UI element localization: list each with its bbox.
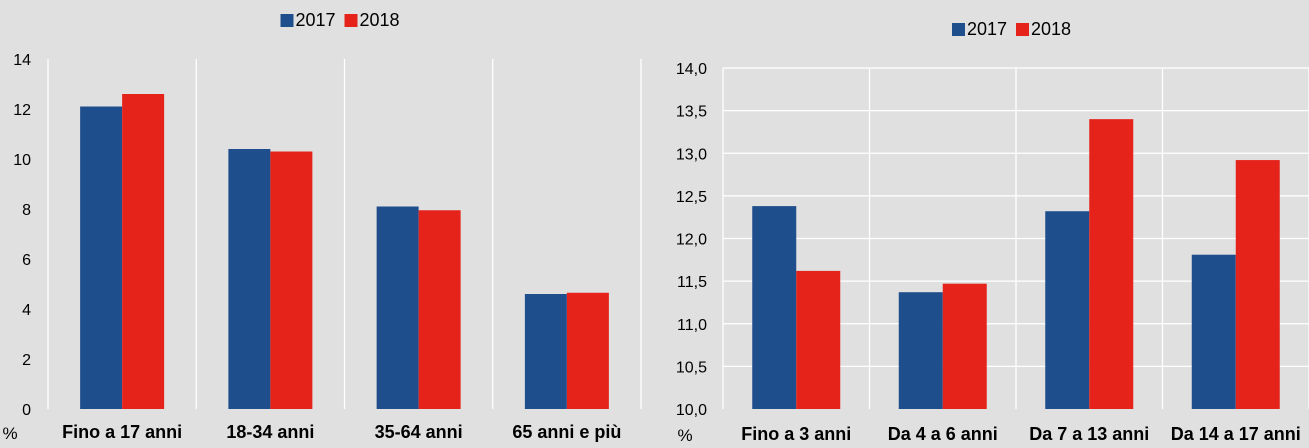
unit-label: %	[677, 426, 692, 445]
bar-2017	[228, 149, 271, 409]
legend-label: 2017	[967, 19, 1007, 39]
category-label: Da 7 a 13 anni	[1029, 424, 1149, 444]
chart-1: 0 2 4 6 8 10 12 14 Fino a 17 anni 18-34 anni 35-64…	[2, 10, 642, 443]
bar-2017	[376, 206, 419, 409]
legend-swatch	[280, 14, 294, 27]
bar-2017	[524, 294, 567, 409]
y-tick-label: 10,0	[676, 402, 707, 419]
bar-2017	[80, 106, 123, 409]
y-tick-label: 12,0	[676, 232, 707, 249]
bar-2018	[566, 292, 609, 409]
y-tick-label: 11,0	[677, 317, 707, 334]
legend-label: 2018	[360, 10, 400, 30]
legend: 2017 2018	[952, 19, 1071, 39]
y-tick-label: 13,5	[676, 104, 707, 121]
legend: 2017 2018	[280, 10, 400, 30]
y-tick-label: 12	[13, 102, 31, 119]
bar-2018	[1235, 160, 1280, 409]
category-label: Fino a 3 anni	[741, 424, 851, 444]
bar-2017	[1191, 254, 1236, 409]
bar-2018	[270, 151, 313, 409]
y-tick-label: 2	[22, 352, 31, 369]
category-label: 18-34 anni	[226, 422, 314, 442]
category-label: 65 anni e più	[512, 422, 621, 442]
y-tick-label: 14	[13, 52, 31, 69]
legend-swatch	[344, 14, 358, 27]
y-tick-label: 6	[22, 252, 31, 269]
bar-2017	[752, 206, 797, 409]
unit-label: %	[2, 424, 17, 443]
category-label: Da 4 a 6 anni	[888, 424, 998, 444]
bar-2018	[1089, 119, 1134, 410]
y-tick-label: 0	[22, 402, 31, 419]
y-tick-label: 13,0	[676, 146, 707, 163]
y-tick-label: 4	[22, 302, 31, 319]
y-tick-label: 11,5	[677, 274, 707, 291]
y-tick-label: 10	[13, 152, 31, 169]
bar-2018	[122, 94, 165, 409]
legend-label: 2018	[1031, 19, 1071, 39]
y-tick-label: 8	[22, 202, 31, 219]
category-label: 35-64 anni	[375, 422, 463, 442]
chart-2: 10,0 10,5 11,0 11,5 12,0 12,5 13,0 13,5 14,0 Fino…	[676, 19, 1309, 445]
category-label: Fino a 17 anni	[62, 422, 182, 442]
bar-2018	[796, 270, 841, 409]
bar-2018	[418, 210, 461, 409]
y-tick-label: 10,5	[676, 359, 707, 376]
category-label: Da 14 a 17 anni	[1171, 424, 1301, 444]
legend-swatch	[1016, 23, 1029, 36]
bar-2018	[942, 283, 987, 409]
legend-label: 2017	[296, 10, 336, 30]
bar-2017	[1045, 211, 1090, 409]
y-tick-label: 12,5	[676, 189, 707, 206]
legend-swatch	[952, 23, 965, 36]
bar-2017	[898, 292, 943, 409]
y-tick-label: 14,0	[676, 61, 707, 78]
